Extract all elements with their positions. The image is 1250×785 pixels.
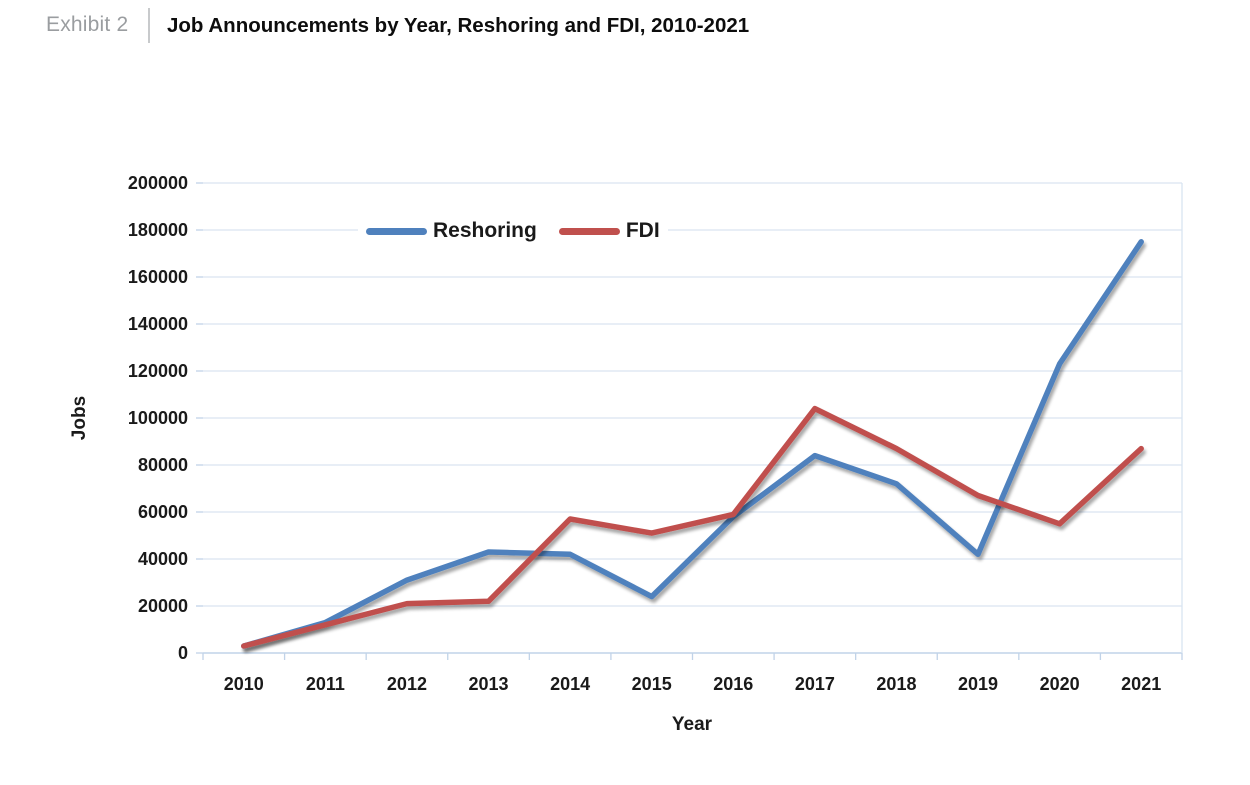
y-tick-label: 20000 <box>138 596 188 616</box>
y-tick-label: 140000 <box>128 314 188 334</box>
reshoring-line-swatch <box>366 227 427 235</box>
y-tick-label: 40000 <box>138 549 188 569</box>
y-tick-label: 60000 <box>138 502 188 522</box>
x-tick-label: 2021 <box>1121 674 1161 694</box>
x-tick-label: 2012 <box>387 674 427 694</box>
x-tick-label: 2020 <box>1040 674 1080 694</box>
axes <box>196 182 1183 660</box>
chart-title: Job Announcements by Year, Reshoring and… <box>167 14 750 37</box>
x-tick-label: 2013 <box>469 674 509 694</box>
x-tick-label: 2014 <box>550 674 590 694</box>
x-tick-label: 2017 <box>795 674 835 694</box>
x-tick-label: 2015 <box>632 674 672 694</box>
header-divider <box>148 8 150 43</box>
legend-label-reshoring: Reshoring <box>433 219 537 242</box>
y-tick-label: 100000 <box>128 408 188 428</box>
exhibit-label: Exhibit 2 <box>46 13 129 36</box>
gridlines <box>203 182 1182 607</box>
x-tick-label: 2011 <box>306 674 345 694</box>
y-tick-label: 160000 <box>128 267 188 287</box>
legend-item-reshoring: Reshoring <box>366 219 537 243</box>
x-tick-label: 2018 <box>876 674 916 694</box>
series-line-reshoring <box>241 239 1144 649</box>
series-line-fdi <box>241 405 1144 649</box>
y-axis-title: Jobs <box>69 395 90 441</box>
y-tick-label: 120000 <box>128 361 188 381</box>
legend-item-fdi: FDI <box>558 219 660 243</box>
y-tick-label: 180000 <box>128 220 188 240</box>
x-tick-label: 2019 <box>958 674 998 694</box>
fdi-line-swatch <box>558 227 620 235</box>
legend: Reshoring FDI <box>358 214 668 248</box>
y-tick-label: 200000 <box>128 173 188 193</box>
x-axis-title: Year <box>671 714 713 735</box>
legend-label-fdi: FDI <box>625 219 660 242</box>
series-lines <box>241 239 1144 649</box>
y-tick-label: 80000 <box>138 455 188 475</box>
y-tick-label: 0 <box>178 643 188 663</box>
tick-labels: 0 20000 40000 60000 80000 100000 120000 140000 1… <box>128 173 1161 694</box>
x-tick-label: 2010 <box>224 674 264 694</box>
x-tick-label: 2016 <box>713 674 753 694</box>
